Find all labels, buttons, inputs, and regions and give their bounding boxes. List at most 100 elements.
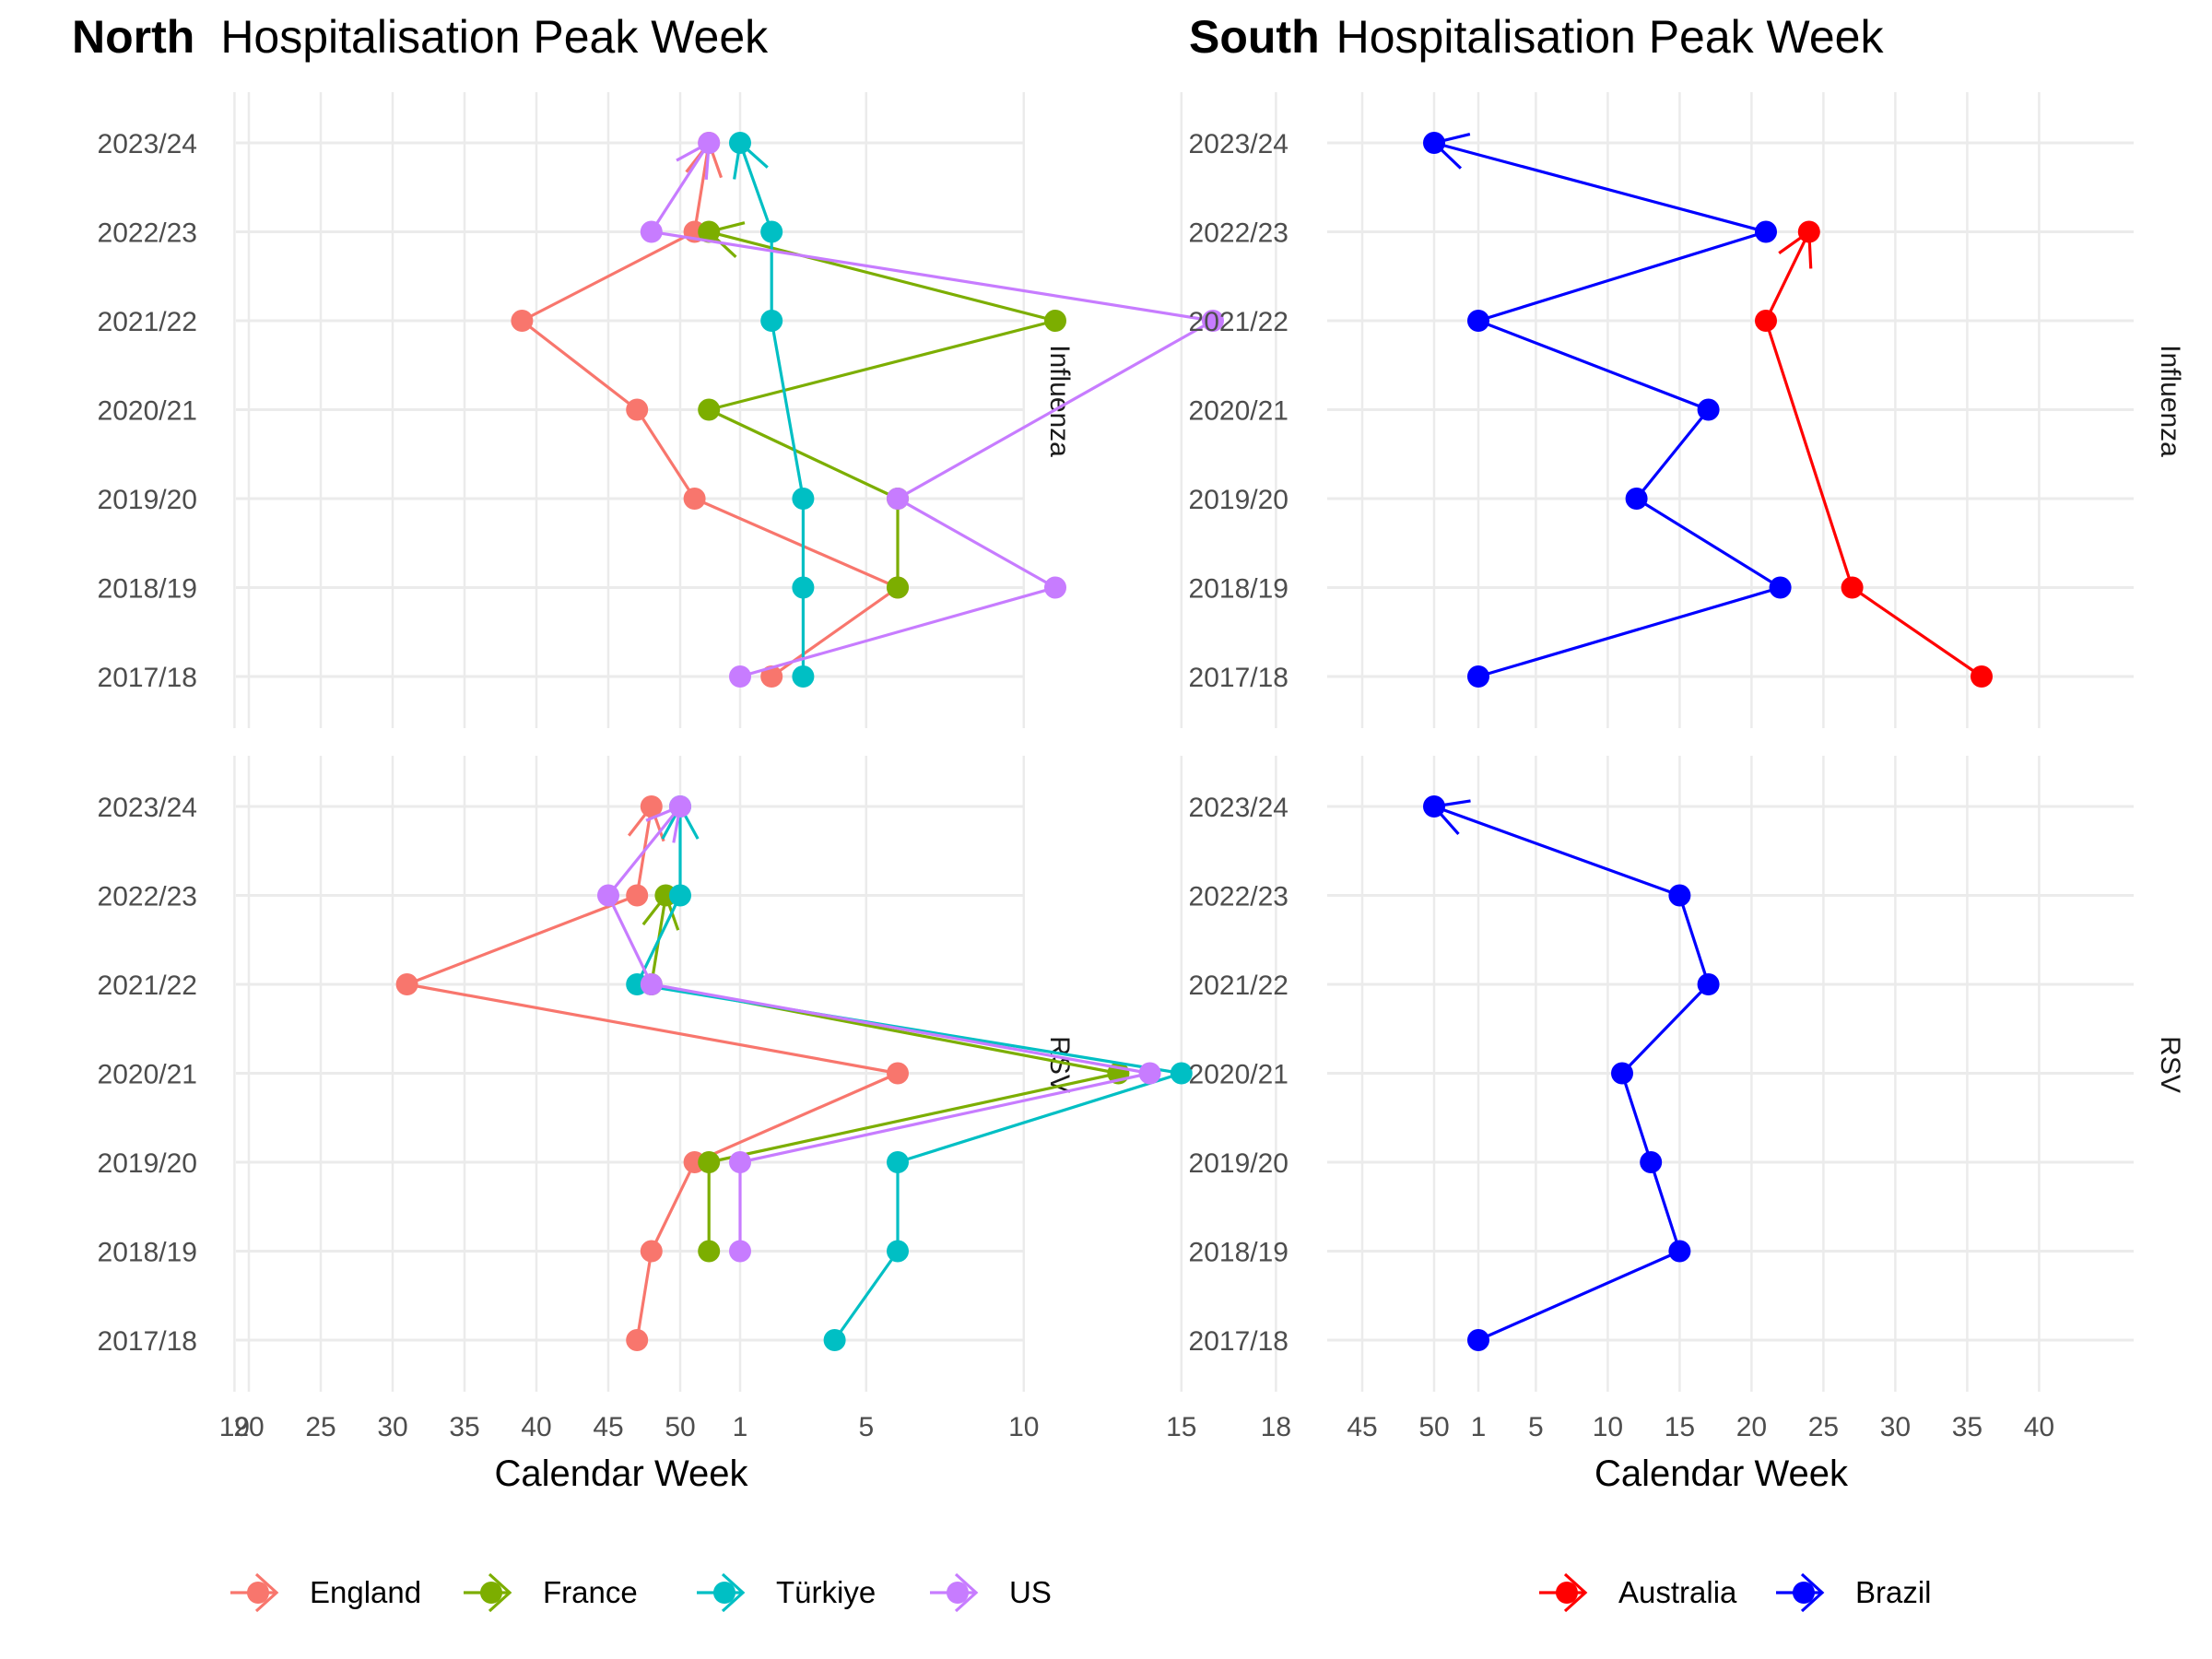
- legend-label: US: [1009, 1575, 1052, 1609]
- data-point-england: [640, 1240, 663, 1263]
- series-us: [597, 795, 1161, 1263]
- x-tick-label: 15: [1665, 1412, 1695, 1442]
- legend-item-france: France: [464, 1572, 638, 1613]
- legend-key-arrow: [1563, 1572, 1588, 1613]
- legend-key-arrow: [954, 1572, 979, 1613]
- y-tick-label: 2017/18: [98, 1326, 197, 1357]
- y-tick-label: 2018/19: [98, 1238, 197, 1268]
- data-point-england: [626, 1329, 649, 1351]
- series-t-rkiye: [729, 132, 815, 688]
- data-point-us: [1202, 310, 1224, 332]
- x-tick-label: 10: [1593, 1412, 1623, 1442]
- x-tick-label: 45: [593, 1412, 623, 1442]
- y-tick-label: 2022/23: [98, 218, 197, 249]
- south-panel-influenza: 2017/18 2018/19 2019/20 2020/21 2021/22 2022/…: [1189, 92, 2185, 728]
- x-tick-label: 30: [1880, 1412, 1911, 1442]
- y-tick-label: 2022/23: [98, 882, 197, 912]
- x-tick-label: 45: [1347, 1412, 1377, 1442]
- series-england: [395, 795, 909, 1351]
- data-point-england: [626, 398, 649, 421]
- y-tick-label: 2020/21: [1189, 396, 1288, 427]
- data-point-us: [1044, 576, 1066, 599]
- y-tick-label: 2018/19: [1189, 574, 1288, 605]
- x-tick-label: 19: [219, 1412, 250, 1442]
- south-panel-rsv: 2017/18 2018/19 2019/20 2020/21 2021/22 2022/…: [1189, 756, 2185, 1392]
- north-title-text: Hospitalisation Peak Week: [220, 11, 769, 63]
- data-point-brazil: [1668, 1240, 1691, 1263]
- data-point-brazil: [1697, 398, 1720, 421]
- data-point-brazil: [1697, 973, 1720, 995]
- x-tick-label: 15: [1166, 1412, 1196, 1442]
- series-line-t-rkiye: [738, 142, 806, 677]
- legend-key-arrow: [488, 1572, 512, 1613]
- y-tick-label: 2021/22: [1189, 971, 1288, 1001]
- data-point-france: [698, 220, 721, 243]
- y-tick-label: 2018/19: [1189, 1238, 1288, 1268]
- y-tick-label: 2022/23: [1189, 218, 1288, 249]
- north-title: North Hospitalisation Peak Week: [72, 11, 769, 63]
- x-tick-label: 5: [858, 1412, 874, 1442]
- data-point-australia: [1971, 665, 1993, 688]
- data-point-us: [698, 132, 721, 154]
- legend-key-point: [1793, 1582, 1815, 1604]
- legend-key-point: [1556, 1582, 1578, 1604]
- x-tick-label: 30: [377, 1412, 407, 1442]
- data-point-us: [640, 220, 663, 243]
- data-point-t-rkiye: [792, 576, 815, 599]
- y-tick-label: 2023/24: [98, 129, 197, 159]
- data-point-us: [887, 488, 909, 510]
- legend-item-brazil: Brazil: [1776, 1572, 1932, 1613]
- y-tick-label: 2021/22: [1189, 307, 1288, 337]
- data-point-france: [1044, 310, 1066, 332]
- y-tick-label: 2021/22: [98, 971, 197, 1001]
- data-point-t-rkiye: [792, 665, 815, 688]
- data-point-brazil: [1467, 310, 1489, 332]
- data-point-brazil: [1755, 220, 1777, 243]
- legend-key-point: [480, 1582, 502, 1604]
- north-panel-rsv: 2017/18 2018/19 2019/20 2020/21 2021/22 2022/…: [98, 756, 1277, 1392]
- x-tick-label: 1: [1471, 1412, 1487, 1442]
- x-tick-label: 5: [1528, 1412, 1544, 1442]
- legend-item-australia: Australia: [1539, 1572, 1737, 1613]
- data-point-brazil: [1611, 1062, 1633, 1085]
- data-point-brazil: [1625, 488, 1648, 510]
- data-point-t-rkiye: [792, 488, 815, 510]
- series-brazil: [1423, 795, 1720, 1351]
- data-point-england: [640, 795, 663, 818]
- data-point-france: [698, 1240, 721, 1263]
- y-tick-label: 2022/23: [1189, 882, 1288, 912]
- y-tick-label: 2020/21: [98, 396, 197, 427]
- south-title-bold: South: [1189, 11, 1320, 63]
- data-point-t-rkiye: [887, 1240, 909, 1263]
- data-point-t-rkiye: [1170, 1062, 1193, 1085]
- data-point-us: [729, 665, 751, 688]
- legend-item-england: England: [230, 1572, 421, 1613]
- data-point-france: [698, 398, 721, 421]
- legend-label: Australia: [1618, 1575, 1737, 1609]
- legend-label: France: [543, 1575, 638, 1609]
- data-point-t-rkiye: [760, 220, 783, 243]
- series-line-us: [606, 805, 1152, 1252]
- x-tick-label: 50: [1418, 1412, 1449, 1442]
- x-axis-title: Calendar Week: [1594, 1453, 1849, 1494]
- chart-south: 2017/18 2018/19 2019/20 2020/21 2021/22 2022/…: [1189, 92, 2185, 1613]
- x-tick-label: 50: [665, 1412, 695, 1442]
- data-point-us: [729, 1151, 751, 1173]
- y-tick-label: 2018/19: [98, 574, 197, 605]
- x-tick-label: 20: [233, 1412, 264, 1442]
- y-tick-label: 2021/22: [98, 307, 197, 337]
- y-tick-label: 2017/18: [1189, 663, 1288, 693]
- legend-item-us: US: [930, 1572, 1052, 1613]
- north-title-bold: North: [72, 11, 194, 63]
- y-tick-label: 2017/18: [1189, 1326, 1288, 1357]
- series-us: [640, 132, 1224, 688]
- x-tick-label: 35: [1952, 1412, 1983, 1442]
- series-line-us: [650, 142, 1215, 678]
- data-point-brazil: [1640, 1151, 1663, 1173]
- x-tick-label: 25: [1808, 1412, 1839, 1442]
- legend-key-arrow: [1800, 1572, 1825, 1613]
- chart-north: 2017/18 2018/19 2019/20 2020/21 2021/22 2022/…: [98, 92, 1291, 1613]
- north-panel-influenza: 2017/18 2018/19 2019/20 2020/21 2021/22 2022/…: [98, 92, 1277, 728]
- legend-key-arrow: [254, 1572, 279, 1613]
